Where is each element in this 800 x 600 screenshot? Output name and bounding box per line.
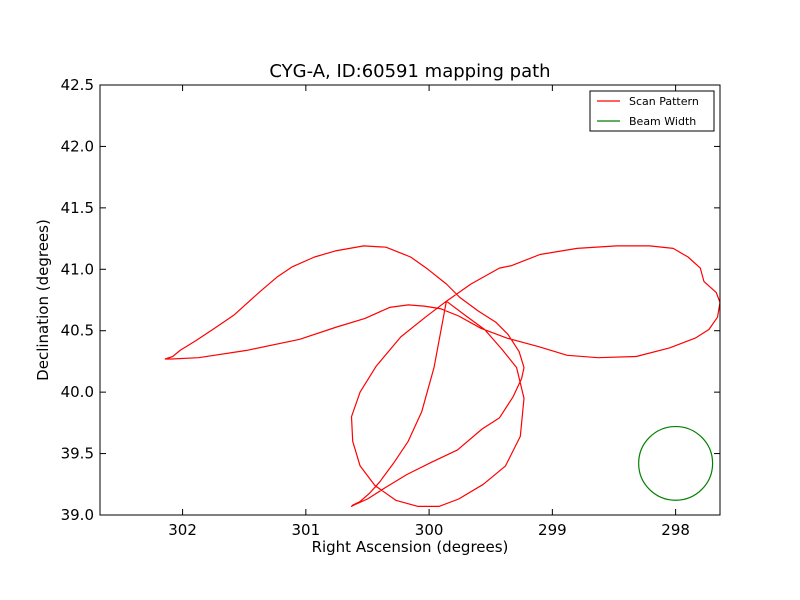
y-tick-label: 39.0 bbox=[61, 506, 94, 524]
y-axis-label: Declination (degrees) bbox=[34, 219, 52, 381]
legend-label-scan-pattern: Scan Pattern bbox=[629, 95, 699, 108]
x-axis-label: Right Ascension (degrees) bbox=[312, 538, 509, 556]
y-tick-label: 40.5 bbox=[61, 322, 94, 340]
legend-label-beam-width: Beam Width bbox=[629, 115, 696, 128]
y-tick-label: 41.0 bbox=[61, 260, 94, 278]
plot-area bbox=[100, 85, 720, 515]
x-tick-label: 299 bbox=[538, 521, 567, 539]
y-tick-label: 42.0 bbox=[61, 137, 94, 155]
plot-series bbox=[164, 245, 720, 507]
x-tick-label: 298 bbox=[661, 521, 690, 539]
x-tick-label: 300 bbox=[415, 521, 444, 539]
chart-title: CYG-A, ID:60591 mapping path bbox=[269, 61, 550, 82]
series-layer bbox=[164, 245, 720, 507]
x-tick-label: 301 bbox=[292, 521, 321, 539]
x-tick-label: 302 bbox=[168, 521, 197, 539]
scan-pattern-line bbox=[164, 245, 720, 507]
tick-labels: 302 301 300 299 298 39.0 39.5 40.0 40.5 41.0 41.5 4… bbox=[61, 76, 690, 539]
y-tick-label: 42.5 bbox=[61, 76, 94, 94]
y-tick-label: 41.5 bbox=[61, 199, 94, 217]
beam-width-circle bbox=[638, 425, 714, 501]
legend-box bbox=[589, 90, 715, 132]
legend: Scan Pattern Beam Width bbox=[589, 90, 715, 132]
y-tick-label: 39.5 bbox=[61, 445, 94, 463]
plot-frame bbox=[99, 84, 721, 516]
y-tick-label: 40.0 bbox=[61, 383, 94, 401]
